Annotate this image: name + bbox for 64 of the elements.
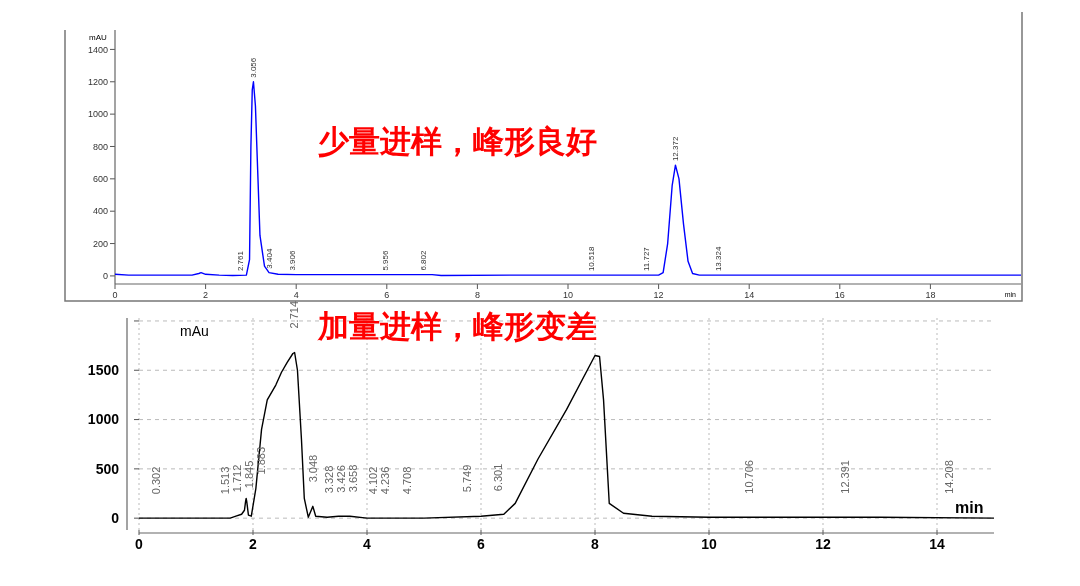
annotation: 2.714	[287, 300, 300, 329]
annotation: 3.328	[322, 465, 335, 494]
annotation: 3.658	[346, 464, 359, 493]
x-tick-label: 14	[929, 536, 945, 552]
annotation: 0.302	[150, 466, 163, 495]
line-series	[138, 351, 995, 519]
annotation: 2.761	[235, 250, 245, 272]
x-tick-label: 14	[744, 290, 755, 300]
y-tick-label: 1400	[87, 44, 108, 55]
x-tick-label: 16	[834, 290, 845, 300]
annotation: 1.712	[231, 464, 244, 493]
annotation: 11.727	[642, 246, 652, 272]
y-tick-label: 0	[111, 510, 120, 527]
x-tick-label: 8	[591, 536, 600, 552]
annotation: 14.208	[942, 460, 955, 494]
annotation: 4.708	[401, 466, 414, 495]
annotation: 1.513	[219, 466, 232, 495]
x-tick-label: 6	[477, 536, 486, 552]
annotation: 12.391	[839, 460, 852, 494]
annotation: 13.324	[714, 246, 724, 272]
annotation: 10.706	[743, 460, 756, 494]
annotation: 3.056	[249, 57, 259, 78]
annotation: 12.372	[671, 136, 681, 162]
annotation: 3.404	[265, 248, 274, 269]
x-tick-label: 2	[203, 290, 209, 300]
x-tick-label: 12	[653, 290, 664, 300]
annotation: 3.906	[287, 250, 297, 271]
text: 少量进样，峰形良好	[317, 123, 597, 159]
chart-title: 加量进样，峰形变差	[316, 308, 597, 344]
x-tick-label: 2	[249, 536, 258, 552]
y-tick-label: 500	[95, 460, 120, 477]
x-tick-label: 4	[363, 536, 372, 552]
x-tick-label: 8	[474, 290, 480, 300]
x-tick-label: 10	[562, 290, 574, 300]
y-axis-title: mAU	[89, 33, 108, 42]
annotation: 1.845	[243, 460, 256, 489]
y-axis-title: mAu	[180, 323, 209, 339]
y-tick-label: 200	[92, 238, 108, 249]
annotation: 6.301	[492, 463, 505, 492]
x-tick-label: 10	[701, 536, 717, 552]
y-tick-label: 600	[92, 173, 108, 184]
y-tick-label: 400	[92, 206, 108, 217]
y-tick-label: 1500	[87, 362, 120, 379]
x-tick-label: 0	[135, 536, 144, 552]
y-tick-label: 800	[92, 141, 108, 152]
annotation: 4.102	[366, 466, 379, 495]
annotation: 3.048	[306, 454, 319, 483]
annotation: 1.883	[255, 446, 268, 475]
x-tick-label: 12	[815, 536, 831, 552]
y-tick-label: 0	[102, 271, 108, 282]
annotation: 3.426	[334, 465, 347, 493]
annotation: 10.518	[587, 246, 597, 272]
annotation: 5.749	[460, 464, 473, 493]
annotation: 6.802	[418, 250, 428, 271]
y-tick-label: 1200	[87, 76, 108, 87]
annotation: 4.236	[378, 466, 391, 495]
x-tick-label: 6	[384, 290, 390, 300]
x-tick-label: 4	[293, 290, 299, 300]
x-axis-title: min	[955, 499, 984, 516]
annotation: 5.956	[380, 250, 390, 271]
line-series	[114, 81, 1022, 277]
x-tick-label: 18	[925, 290, 936, 300]
y-tick-label: 1000	[87, 411, 120, 428]
y-tick-label: 1000	[87, 109, 108, 120]
